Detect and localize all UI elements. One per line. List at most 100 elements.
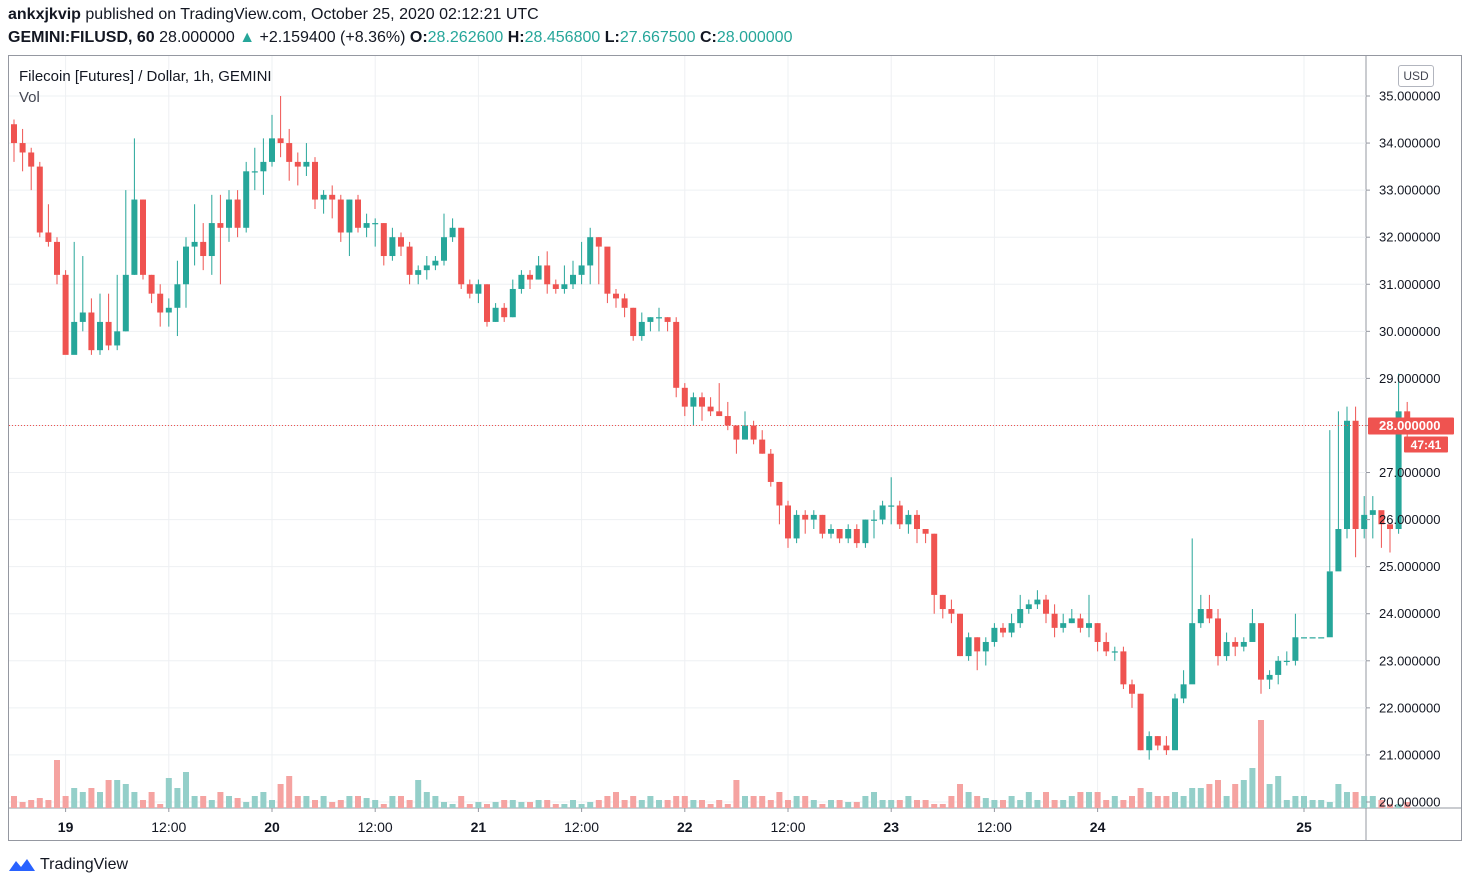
countdown-text: 47:41 <box>1411 438 1442 452</box>
volume-bar <box>269 800 275 808</box>
y-tick-label: 26.000000 <box>1379 512 1440 527</box>
footer-brand[interactable]: TradingView <box>8 853 128 877</box>
time-axis[interactable]: 19 12:00 20 12:00 21 12:00 22 12:00 23 12:00 24 25 <box>58 808 1312 835</box>
candle-body <box>802 514 809 520</box>
candle <box>664 317 671 332</box>
volume-bar <box>200 796 207 808</box>
volume-bar <box>561 804 568 808</box>
volume-bar <box>380 804 387 808</box>
candle <box>131 138 138 275</box>
candle <box>965 632 972 661</box>
volume-bar <box>957 784 963 808</box>
candle <box>982 637 989 666</box>
candle <box>1129 679 1135 708</box>
candle <box>1344 406 1350 539</box>
candle-body <box>174 284 181 308</box>
open-value: 28.262600 <box>427 29 504 46</box>
candle-body <box>1258 623 1264 680</box>
candle <box>1154 736 1161 751</box>
candle-body <box>1060 623 1067 628</box>
volume-bar <box>570 800 576 808</box>
volume-bar <box>707 804 714 808</box>
volume-bar <box>518 802 525 808</box>
volume-bar <box>1266 784 1273 808</box>
y-tick-label: 35.000000 <box>1379 89 1440 104</box>
x-tick-label: 12:00 <box>770 819 805 835</box>
candle-body <box>329 194 336 200</box>
candle-body <box>1369 510 1376 515</box>
candle <box>802 510 809 534</box>
y-tick-label: 32.000000 <box>1379 230 1440 245</box>
volume-bar <box>1189 788 1196 808</box>
candle <box>1077 613 1084 633</box>
candle-body <box>673 321 680 388</box>
candle-body <box>707 406 714 412</box>
candle <box>1335 411 1342 572</box>
candle-body <box>97 321 103 351</box>
candle-body <box>656 317 662 319</box>
volume-label: Vol <box>19 89 40 106</box>
volume-bar <box>441 802 447 808</box>
volume-bar <box>1068 796 1075 808</box>
volume-bar <box>552 804 559 808</box>
candle <box>475 279 482 304</box>
volume-bar <box>1154 796 1161 808</box>
volume-bar <box>251 796 258 808</box>
candle <box>1352 406 1359 558</box>
volume-bar <box>793 796 800 808</box>
volume-bar <box>1326 802 1333 808</box>
price-axis[interactable]: 35.000000 34.000000 33.000000 32.000000 31.0… <box>1366 89 1440 810</box>
volume-bar <box>363 798 370 808</box>
volume-bar <box>1292 796 1299 808</box>
volume-bar <box>939 804 946 808</box>
candle <box>449 218 456 242</box>
candle-body <box>724 416 731 426</box>
volume-bar <box>750 796 757 808</box>
candle-body <box>1129 684 1135 694</box>
candle-body <box>785 505 791 539</box>
candle <box>621 293 628 318</box>
candle-body <box>621 298 628 308</box>
candle <box>638 312 645 341</box>
y-tick-label: 25.000000 <box>1379 559 1440 574</box>
candle <box>389 227 396 261</box>
volume-bar <box>475 802 482 808</box>
candle-body <box>638 321 645 337</box>
y-tick-label: 31.000000 <box>1379 277 1440 292</box>
candle-body <box>1154 736 1161 746</box>
candle-body <box>363 223 370 228</box>
open-label: O: <box>409 29 428 46</box>
candle-body <box>337 199 344 233</box>
candle-body <box>1043 599 1049 614</box>
volume-bar <box>828 800 834 808</box>
candle <box>441 213 447 266</box>
chart-title: Filecoin [Futures] / Dollar, 1h, GEMINI <box>19 68 272 85</box>
candle <box>707 397 714 417</box>
currency-button[interactable]: USD <box>1398 65 1434 87</box>
candle-body <box>982 641 989 652</box>
candle-body <box>269 138 275 162</box>
candle-body <box>1025 604 1032 610</box>
candle <box>432 256 439 271</box>
volume-bar <box>767 800 774 808</box>
candle <box>114 274 121 351</box>
volume-bar <box>991 800 998 808</box>
volume-bar <box>208 800 215 808</box>
volume-bar <box>664 800 671 808</box>
volume-bar <box>1249 768 1256 808</box>
last-price-line: 28.000000 47:41 <box>9 417 1454 453</box>
candle <box>294 152 301 186</box>
ohlc-line: GEMINI:FILUSD, 60 28.000000 ▲ +2.159400 … <box>8 29 792 47</box>
candle <box>200 223 207 271</box>
volume-bar <box>673 796 680 808</box>
volume-bar <box>699 800 705 808</box>
candle <box>724 401 731 431</box>
candle <box>604 246 611 304</box>
volume-bar <box>449 804 456 808</box>
candle-body <box>415 270 422 275</box>
candle <box>1369 496 1376 539</box>
candle <box>759 430 766 454</box>
low-value: 27.667500 <box>619 29 696 46</box>
volume-bar <box>716 800 723 808</box>
